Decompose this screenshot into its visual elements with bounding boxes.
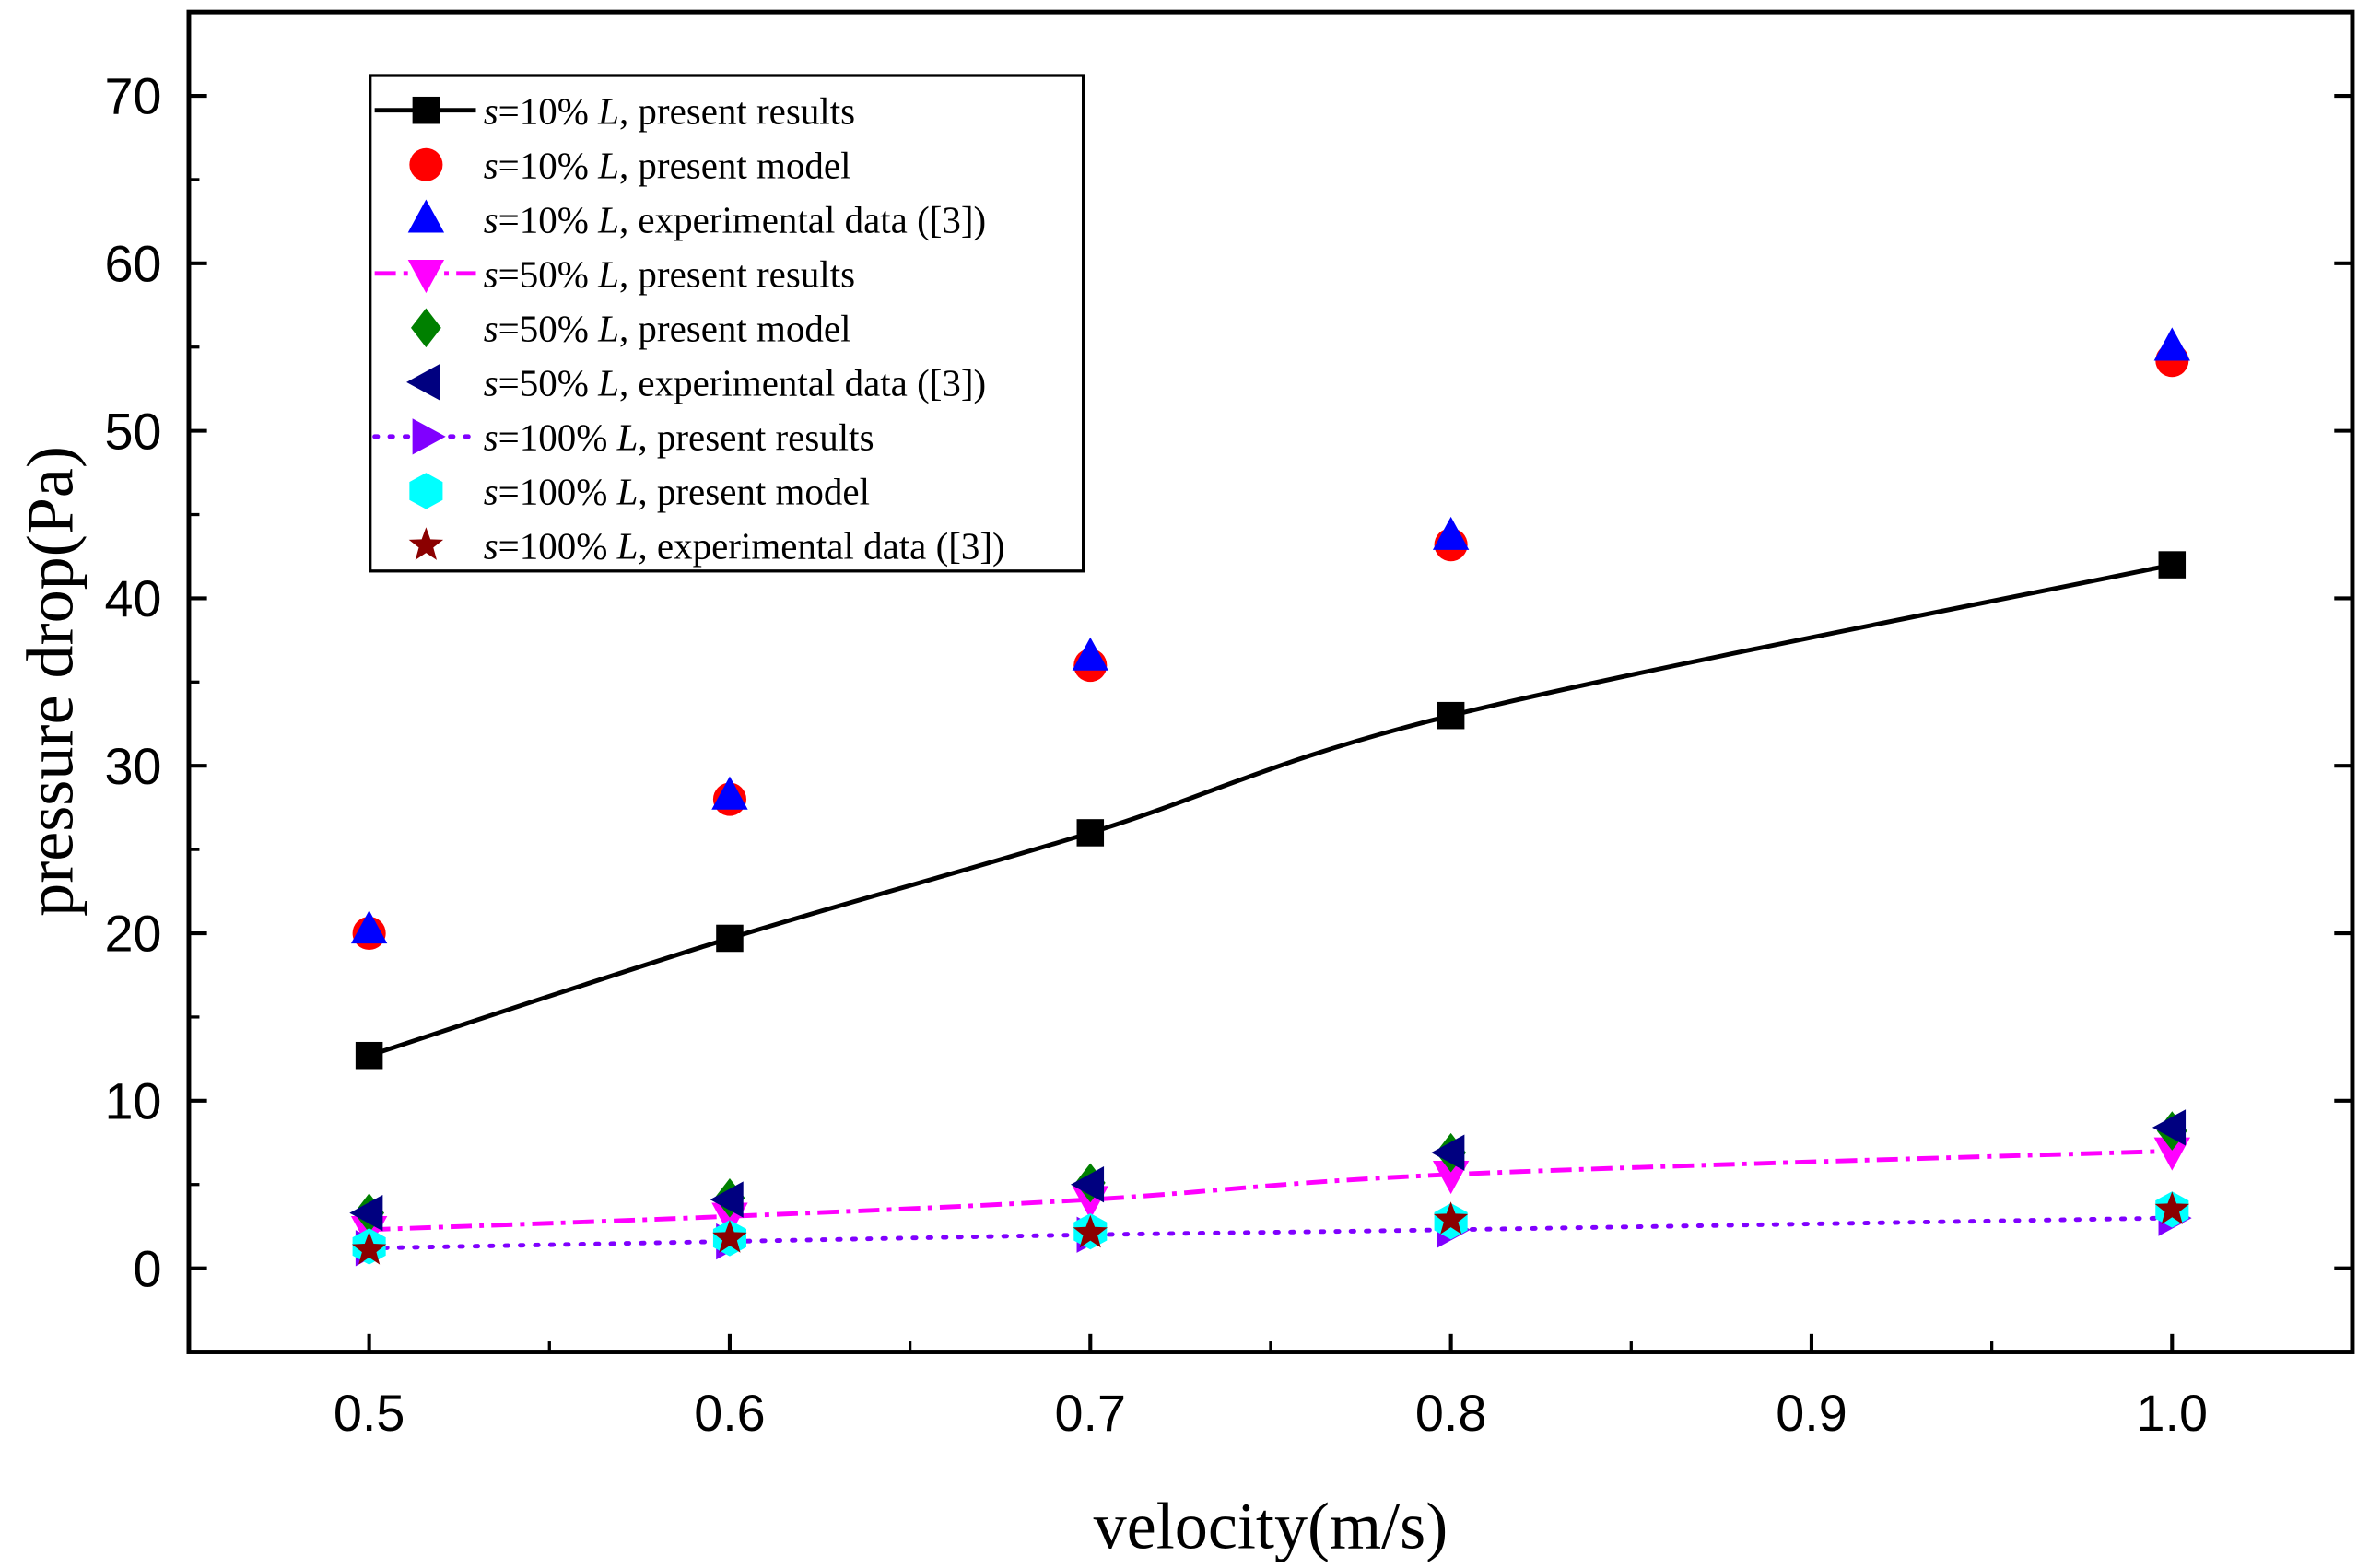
legend-label-s: s [484, 89, 498, 132]
data-point-series-5 [1070, 1166, 1105, 1203]
data-point-series-8 [2154, 1191, 2190, 1224]
legend-box [369, 74, 1085, 573]
legend-label-3: s=50% L, present results [484, 253, 855, 296]
legend-label-pct: =100% [498, 416, 617, 459]
legend-label-pct: =50% [498, 308, 599, 350]
legend-marker-7 [409, 473, 443, 509]
legend-label-text: , experimental data ([3]) [638, 525, 1004, 568]
legend-label-text: , experimental data ([3]) [619, 199, 986, 241]
legend-marker-2 [407, 199, 445, 233]
y-tick-label: 50 [104, 403, 161, 460]
legend-label-L: L [597, 144, 619, 186]
data-point-series-2 [350, 910, 388, 944]
x-tick-label: 0.8 [1415, 1385, 1486, 1442]
legend-label-5: s=50% L, experimental data ([3]) [484, 362, 987, 404]
data-point-series-5 [349, 1194, 383, 1232]
y-tick-label: 70 [104, 68, 161, 125]
data-point-series-0 [1076, 819, 1105, 847]
legend-label-6: s=100% L, present results [484, 416, 874, 459]
x-axis-label: velocity(m/s) [1094, 1490, 1448, 1563]
legend-label-s: s [484, 308, 498, 350]
series-line-0 [368, 562, 2173, 1059]
legend-label-text: , present model [619, 144, 851, 186]
data-point-series-2 [1072, 637, 1108, 671]
legend-label-text: , present model [638, 471, 870, 513]
data-point-series-2 [1432, 516, 1470, 550]
data-point-series-0 [716, 924, 744, 953]
legend-marker-3 [407, 260, 445, 294]
legend-label-s: s [484, 253, 498, 296]
legend-label-1: s=10% L, present model [484, 144, 851, 186]
data-point-series-3 [1432, 1161, 1470, 1195]
legend-label-2: s=10% L, experimental data ([3]) [484, 199, 987, 241]
legend-label-pct: =10% [498, 199, 599, 241]
data-point-series-5 [2152, 1109, 2187, 1146]
legend-label-pct: =100% [498, 525, 617, 568]
data-point-series-8 [1433, 1201, 1469, 1235]
legend-label-L: L [597, 362, 619, 404]
legend-marker-6 [412, 418, 446, 455]
legend-label-pct: =50% [498, 253, 599, 296]
data-point-series-8 [1073, 1214, 1108, 1248]
legend-label-text: , present results [619, 89, 855, 132]
data-point-series-0 [1437, 701, 1465, 730]
x-tick-label: 0.9 [1776, 1385, 1847, 1442]
y-tick-label: 30 [104, 738, 161, 795]
y-tick-label: 20 [104, 906, 161, 963]
series-line-3 [369, 1148, 2173, 1233]
legend-label-s: s [484, 362, 498, 404]
legend-label-s: s [484, 199, 498, 241]
legend-marker-0 [412, 96, 440, 124]
data-point-series-8 [712, 1220, 747, 1253]
series-line-6 [367, 1215, 2175, 1251]
legend-label-L: L [597, 199, 619, 241]
legend-label-text: , present model [619, 308, 851, 350]
legend-marker-8 [408, 527, 444, 560]
legend-label-L: L [616, 416, 639, 459]
legend-label-pct: =50% [498, 362, 599, 404]
data-point-series-5 [1431, 1134, 1465, 1171]
legend-label-s: s [484, 525, 498, 568]
legend-label-s: s [484, 144, 498, 186]
legend-label-0: s=10% L, present results [484, 89, 855, 132]
x-tick-label: 1.0 [2137, 1385, 2208, 1442]
legend-label-text: , present results [619, 253, 855, 296]
legend-marker-1 [409, 147, 443, 181]
legend-label-text: , experimental data ([3]) [619, 362, 986, 404]
data-point-series-8 [351, 1231, 387, 1265]
legend-label-s: s [484, 471, 498, 513]
legend-label-4: s=50% L, present model [484, 308, 851, 350]
data-point-series-5 [710, 1181, 744, 1218]
legend-label-L: L [616, 471, 639, 513]
legend-label-pct: =100% [498, 471, 617, 513]
legend-label-L: L [597, 89, 619, 132]
legend-label-8: s=100% L, experimental data ([3]) [484, 525, 1005, 568]
data-point-series-2 [711, 776, 748, 810]
legend-label-pct: =10% [498, 89, 599, 132]
data-point-series-0 [2158, 551, 2187, 579]
x-tick-label: 0.7 [1055, 1385, 1126, 1442]
legend-label-7: s=100% L, present model [484, 471, 870, 513]
legend-label-L: L [597, 308, 619, 350]
legend-marker-5 [406, 364, 440, 401]
legend-label-s: s [484, 416, 498, 459]
y-tick-label: 0 [133, 1240, 161, 1297]
legend-label-pct: =10% [498, 144, 599, 186]
legend-label-L: L [597, 253, 619, 296]
x-tick-label: 0.6 [694, 1385, 765, 1442]
y-tick-label: 10 [104, 1072, 161, 1129]
x-tick-label: 0.5 [334, 1385, 405, 1442]
data-point-series-3 [2153, 1137, 2190, 1171]
legend-label-text: , present results [638, 416, 874, 459]
y-tick-label: 60 [104, 236, 161, 293]
data-point-series-0 [355, 1041, 383, 1070]
y-tick-label: 40 [104, 570, 161, 627]
data-point-series-2 [2153, 327, 2190, 361]
legend-label-L: L [616, 525, 639, 568]
y-axis-label: pressure drop(Pa) [14, 446, 88, 917]
